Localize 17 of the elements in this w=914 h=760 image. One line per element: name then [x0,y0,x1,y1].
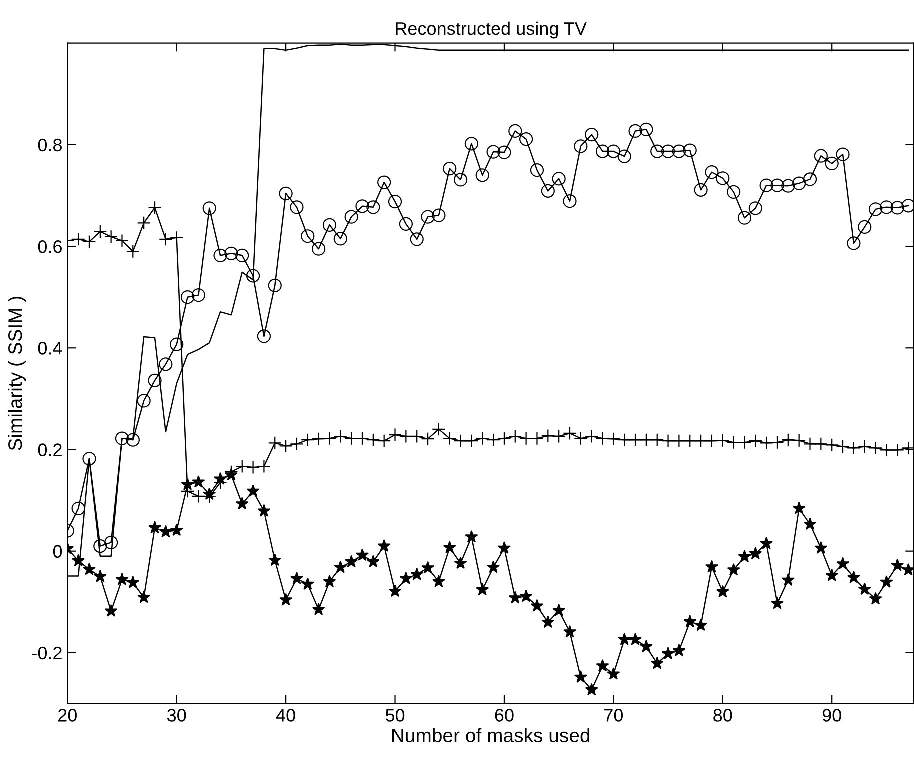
x-tick-label: 50 [386,709,405,722]
y-axis-title: Similarity ( SSIM ) [8,296,26,450]
x-tick-label: 20 [58,709,77,722]
x-axis-title: Number of masks used [392,728,590,743]
x-tick-label: 30 [167,709,186,722]
y-tick-label: 0 [53,545,62,558]
y-tick-label: 0.2 [38,444,62,456]
x-tick-label: 40 [276,709,296,722]
y-tick-label: 0.6 [38,240,62,254]
x-tick-label: 70 [604,709,624,722]
y-tick-label: 0.4 [38,342,62,355]
chart-title: Reconstructed using TV [396,22,587,39]
x-tick-label: 60 [495,709,514,722]
y-tick-label: 0.8 [38,138,62,152]
y-tick-label: -0.2 [32,646,62,660]
x-tick-label: 90 [822,709,842,722]
x-tick-label: 80 [714,709,732,722]
